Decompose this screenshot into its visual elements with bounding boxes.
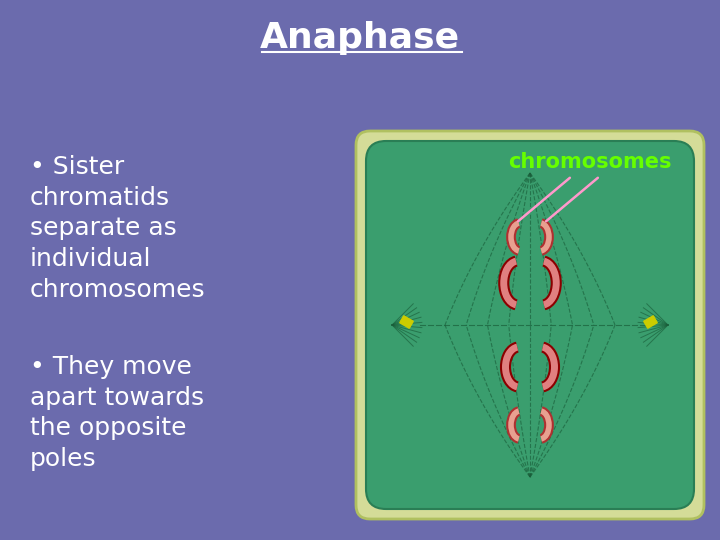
Text: • Sister
chromatids
separate as
individual
chromosomes: • Sister chromatids separate as individu… xyxy=(30,155,206,302)
Text: chromosomes: chromosomes xyxy=(508,152,672,172)
Bar xyxy=(400,316,413,328)
FancyBboxPatch shape xyxy=(366,141,694,509)
FancyBboxPatch shape xyxy=(356,131,704,519)
Text: Anaphase: Anaphase xyxy=(260,21,460,55)
Text: • They move
apart towards
the opposite
poles: • They move apart towards the opposite p… xyxy=(30,355,204,471)
Bar xyxy=(644,316,657,328)
